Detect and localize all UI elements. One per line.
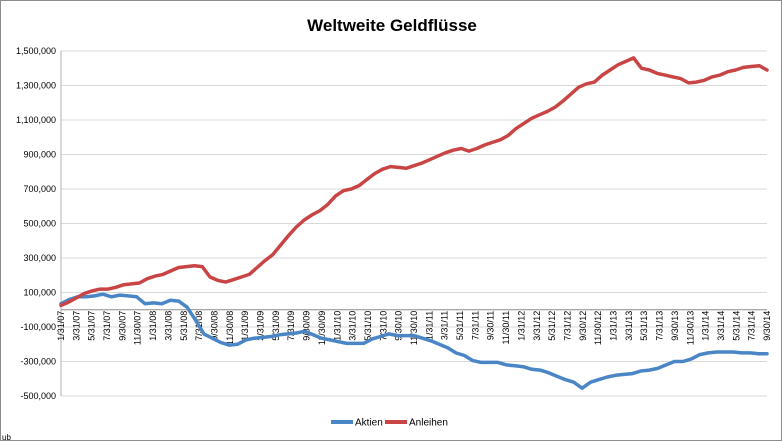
x-tick-label: 1/31/08 [148, 311, 158, 341]
x-tick-label: 7/31/11 [470, 311, 480, 340]
x-tick-label: 1/31/11 [424, 311, 434, 340]
x-tick-label: 7/31/10 [378, 311, 388, 341]
y-tick-label: 1,100,000 [16, 115, 56, 125]
y-tick-label: 900,000 [23, 150, 56, 160]
x-tick-label: 9/30/14 [762, 311, 772, 341]
legend-label-aktien: Aktien [355, 418, 383, 429]
x-tick-label: 1/31/13 [609, 311, 619, 341]
x-tick-label: 7/31/07 [102, 311, 112, 341]
legend-label-anleihen: Anleihen [409, 418, 448, 429]
x-tick-label: 7/31/14 [747, 311, 757, 341]
x-tick-label: 9/30/09 [302, 311, 312, 341]
x-tick-label: 1/31/10 [332, 311, 342, 341]
x-tick-label: 7/31/09 [286, 311, 296, 341]
y-tick-label: 700,000 [23, 184, 56, 194]
y-tick-label: 1,300,000 [16, 81, 56, 91]
series-line-anleihen [59, 56, 769, 308]
x-tick-label: 3/31/13 [624, 311, 634, 341]
x-tick-label: 9/30/11 [486, 311, 496, 340]
y-tick-labels: 1,500,000 1,300,000 1,100,000 900,000 700,00… [16, 46, 56, 401]
x-tick-label: 7/31/13 [655, 311, 665, 341]
x-tick-label: 1/31/12 [516, 311, 526, 341]
x-tick-label: 11/30/08 [225, 311, 235, 345]
x-tick-label: 5/31/13 [639, 311, 649, 341]
x-tick-labels: 1/31/07 3/31/07 5/31/07 7/31/07 9/30/07 11/30… [56, 311, 772, 345]
y-tick-label: 500,000 [23, 219, 56, 229]
legend: Aktien Anleihen [331, 418, 448, 429]
x-tick-label: 9/30/07 [117, 311, 127, 341]
y-tick-label: 100,000 [23, 288, 56, 298]
series-line-aktien [59, 292, 769, 390]
corner-fragment-text: ub [2, 433, 11, 442]
x-tick-label: 3/31/14 [716, 311, 726, 341]
y-tick-label: -100,000 [20, 322, 56, 332]
x-tick-label: 9/30/12 [578, 311, 588, 341]
y-tick-label: 1,500,000 [16, 46, 56, 56]
x-tick-label: 9/30/10 [394, 311, 404, 341]
x-tick-label: 11/30/10 [409, 311, 419, 345]
x-tick-label: 11/30/07 [133, 311, 143, 345]
x-tick-label: 3/31/12 [532, 311, 542, 341]
x-tick-label: 9/30/08 [209, 311, 219, 341]
x-tick-label: 11/30/09 [317, 311, 327, 345]
y-tick-label: 300,000 [23, 253, 56, 263]
x-tick-label: 5/31/08 [179, 311, 189, 341]
x-tick-label: 1/31/07 [56, 311, 66, 341]
y-gridlines [61, 50, 767, 397]
x-tick-label: 1/31/14 [701, 311, 711, 341]
x-tick-label: 3/31/08 [163, 311, 173, 341]
x-tick-label: 11/30/12 [593, 311, 603, 345]
x-tick-label: 5/31/10 [363, 311, 373, 341]
x-tick-label: 3/31/11 [440, 311, 450, 340]
x-tick-label: 5/31/14 [731, 311, 741, 341]
x-tick-label: 3/31/09 [256, 311, 266, 341]
x-tick-label: 5/31/07 [87, 311, 97, 341]
x-tick-label: 5/31/12 [547, 311, 557, 341]
chart-title: Weltweite Geldflüsse [307, 16, 477, 35]
y-tick-label: -300,000 [20, 357, 56, 367]
x-tick-label: 3/31/10 [348, 311, 358, 341]
x-tick-label: 5/31/09 [271, 311, 281, 341]
x-tick-label: 11/30/13 [685, 311, 695, 345]
x-tick-label: 1/31/09 [240, 311, 250, 341]
y-tick-label: -500,000 [20, 391, 56, 401]
x-tick-label: 11/30/11 [501, 311, 511, 345]
x-tick-label: 7/31/12 [562, 311, 572, 341]
x-tick-label: 5/31/11 [455, 311, 465, 340]
series-lines [59, 56, 769, 390]
x-tick-label: 9/30/13 [670, 311, 680, 341]
x-tick-label: 3/31/07 [71, 311, 81, 341]
